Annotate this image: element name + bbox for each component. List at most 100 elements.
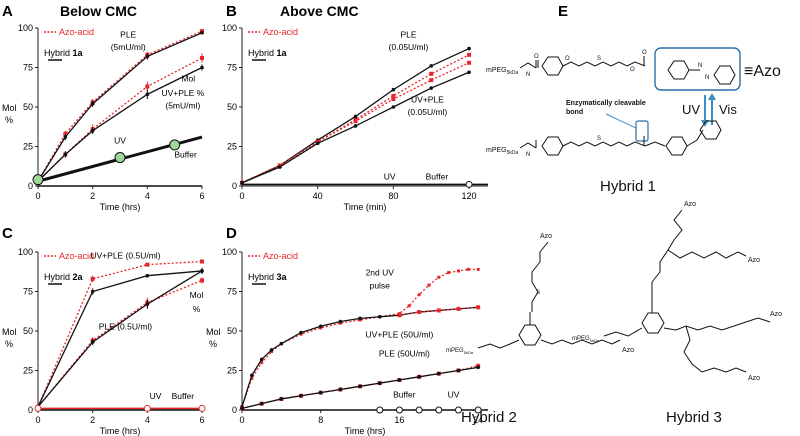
hybrid1-cis-structure: mPEG5kDa N S Hybrid 1 xyxy=(486,120,722,195)
annotation: Buffer xyxy=(393,389,416,399)
atom-o-1: O xyxy=(534,54,539,60)
legend-hybrid-label: Hybrid 1a xyxy=(44,48,84,58)
data-point xyxy=(63,152,68,157)
data-point xyxy=(437,275,441,279)
y-axis-label: Mol xyxy=(2,327,17,337)
data-point xyxy=(436,308,441,313)
y-tick-label: 25 xyxy=(23,142,33,152)
data-point xyxy=(279,397,284,401)
y-axis-label-unit: % xyxy=(5,115,13,125)
panel-letter-a: A xyxy=(2,3,13,20)
annotation: Mol xyxy=(181,74,195,84)
data-point xyxy=(467,52,472,57)
legend-hybrid-id: 1a xyxy=(277,48,288,58)
panel-letter-d: D xyxy=(226,225,237,242)
annotation: UV xyxy=(448,389,460,399)
data-point xyxy=(259,401,264,406)
marker-point xyxy=(454,406,462,414)
data-point xyxy=(299,393,303,398)
marker-point xyxy=(415,406,423,414)
data-point xyxy=(476,267,480,271)
peg-h2: mPEG5kDa xyxy=(446,348,474,355)
data-point xyxy=(200,65,204,70)
x-tick-label: 0 xyxy=(239,415,244,425)
y-tick-label: 75 xyxy=(227,63,237,73)
data-point xyxy=(145,84,150,89)
azo-h2-top: Azo xyxy=(540,233,552,240)
y-tick-label: 75 xyxy=(23,63,33,73)
y-axis-label-unit: % xyxy=(5,339,13,349)
azo-h2-right: Azo xyxy=(622,347,634,354)
legend-hybrid-id: 2a xyxy=(73,272,84,282)
data-point xyxy=(269,348,274,352)
series-line xyxy=(37,66,203,182)
data-point xyxy=(391,97,396,102)
annotation: PLE (50U/ml) xyxy=(379,348,430,358)
data-point xyxy=(90,289,95,294)
data-point xyxy=(145,273,150,278)
data-point xyxy=(429,64,434,68)
legend-hybrid-label: Hybrid 2a xyxy=(44,272,84,282)
annotation: UV xyxy=(114,135,126,145)
marker-point xyxy=(376,406,384,414)
y-tick-label: 100 xyxy=(222,247,237,257)
annotation: pulse xyxy=(370,280,391,290)
data-point xyxy=(315,141,320,146)
data-point xyxy=(90,340,95,344)
annotation: PLE xyxy=(120,29,136,39)
x-tick-label: 120 xyxy=(462,191,477,201)
data-point xyxy=(145,54,150,59)
y-tick-label: 0 xyxy=(28,181,33,191)
atom-n-b: N xyxy=(705,75,709,81)
legend-azo-label: Azo-acid xyxy=(263,27,298,37)
data-point xyxy=(200,278,204,283)
uv-label: UV xyxy=(682,102,700,117)
data-point xyxy=(318,324,323,329)
data-point xyxy=(391,105,396,109)
data-point xyxy=(377,314,382,319)
series-line xyxy=(37,270,203,408)
azo-h3-right2: Azo xyxy=(770,311,782,318)
chemistry-panel: mPEG5kDa N O O S O O N N ≡Azo UV xyxy=(446,47,782,426)
x-tick-label: 0 xyxy=(35,415,40,425)
legend-azo-label: Azo-acid xyxy=(59,27,94,37)
atom-n-a: N xyxy=(698,63,702,69)
azo-h3-bottom: Azo xyxy=(748,375,760,382)
photoisomerization-arrows: UV Vis xyxy=(682,93,737,127)
annotation: UV+PLE % xyxy=(161,88,204,98)
series-line xyxy=(37,270,203,408)
data-point xyxy=(90,128,95,133)
legend-hybrid-label: Hybrid 1a xyxy=(248,48,288,58)
x-axis-label: Time (min) xyxy=(344,202,387,212)
peg-h3: mPEG5kDa xyxy=(572,336,600,343)
data-point xyxy=(200,259,204,264)
data-point xyxy=(353,119,358,124)
atom-o-3: O xyxy=(630,67,635,73)
cleavable-bond-label: Enzymatically cleavable bond xyxy=(566,100,646,116)
data-point xyxy=(397,313,402,318)
data-point xyxy=(456,368,461,373)
azo-box-top xyxy=(654,47,741,91)
annotation: UV xyxy=(384,172,396,182)
series-line xyxy=(241,306,479,408)
x-tick-label: 80 xyxy=(388,191,398,201)
chart-b: 0 25 50 75 100 0 40 80 120 Time (min) Azo-acid Hybr… xyxy=(222,23,488,212)
marker-point xyxy=(169,139,181,151)
data-point xyxy=(467,60,472,65)
y-tick-label: 50 xyxy=(227,326,237,336)
annotation: UV+PLE (0.5U/ml) xyxy=(90,250,160,260)
data-point xyxy=(417,293,421,297)
cleavable-bond-box xyxy=(635,120,649,142)
data-point xyxy=(200,269,204,273)
chart-c: 0 25 50 75 100 0 2 4 6 Time (hrs) Mol% Azo-acid Hybr… xyxy=(2,247,206,436)
annotation: UV xyxy=(150,391,162,401)
atom-o-4: O xyxy=(642,50,647,56)
annotation: PLE (0.5U/ml) xyxy=(99,321,153,331)
marker-point xyxy=(474,406,482,414)
marker-point xyxy=(32,174,44,186)
hybrid1-label: Hybrid 1 xyxy=(600,178,656,195)
x-tick-label: 8 xyxy=(318,415,323,425)
data-point xyxy=(200,30,204,35)
azo-equiv-label: ≡Azo xyxy=(744,63,781,80)
